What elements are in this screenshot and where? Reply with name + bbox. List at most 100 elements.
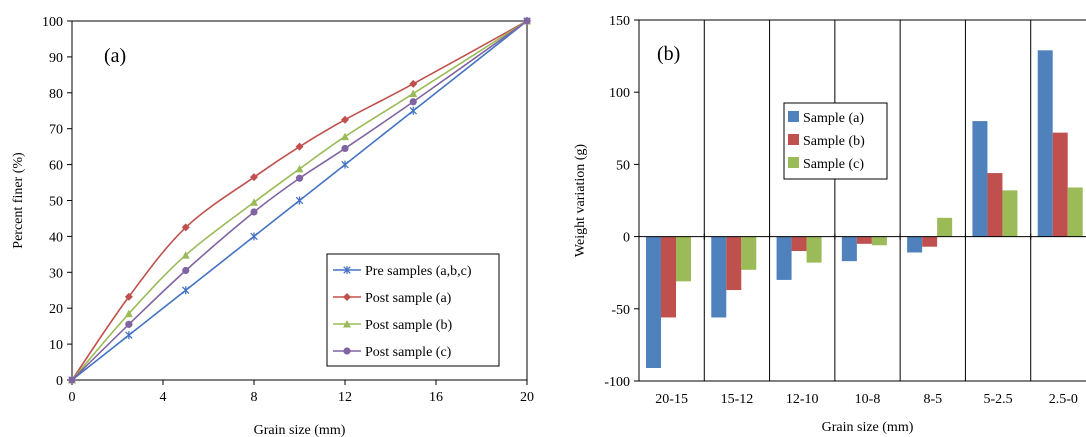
x-tick-label: 8: [251, 390, 258, 405]
legend-label: Sample (a): [803, 111, 864, 126]
y-tick-label: 150: [609, 14, 630, 29]
bar: [922, 236, 938, 247]
legend-marker: [343, 320, 351, 328]
bar: [661, 236, 676, 318]
y-tick-label: 100: [609, 86, 630, 101]
data-point: [409, 98, 417, 106]
bar: [1067, 187, 1083, 237]
bar: [841, 236, 857, 262]
bar: [776, 236, 792, 280]
bar: [676, 236, 691, 282]
x-tick-label: 5-2.5: [983, 392, 1012, 407]
bar: [972, 121, 988, 237]
y-tick-label: 70: [49, 123, 63, 138]
series-line: [71, 20, 528, 381]
bar: [856, 236, 872, 244]
data-point: [295, 164, 304, 173]
legend-swatch: [788, 157, 799, 168]
bar: [806, 236, 822, 263]
data-point: [250, 198, 258, 206]
y-tick-label: 10: [49, 338, 63, 353]
plot-area-frame: [638, 19, 1086, 382]
legend-marker: [343, 266, 351, 274]
data-point: [409, 106, 418, 115]
data-point: [341, 144, 349, 153]
y-tick-label: 40: [49, 230, 63, 245]
legend-label: Pre samples (a,b,c): [365, 264, 472, 279]
x-axis-title: Grain size (mm): [822, 420, 914, 435]
legend-label: Post sample (a): [365, 291, 452, 306]
x-tick-label: 15-12: [721, 392, 754, 407]
y-tick-label: 60: [49, 159, 63, 174]
legend-swatch: [788, 111, 799, 122]
bar: [1052, 132, 1068, 237]
x-tick-label: 20-15: [655, 392, 688, 407]
legend-box: [783, 102, 888, 180]
y-tick-label: 80: [49, 87, 63, 102]
x-tick-label: 2.5-0: [1049, 392, 1078, 407]
y-tick-label: 0: [56, 374, 63, 389]
legend-label: Sample (b): [803, 134, 865, 149]
data-point: [409, 79, 418, 88]
bar: [741, 236, 757, 270]
bar: [987, 173, 1003, 237]
legend-label: Post sample (c): [365, 345, 452, 360]
data-point: [250, 208, 258, 216]
y-tick-label: 0: [623, 231, 630, 246]
data-point: [341, 132, 349, 141]
y-axis-title: Percent finer (%): [11, 152, 26, 249]
y-axis-title: Weight variation (g): [573, 144, 588, 258]
y-tick-label: -50: [611, 303, 630, 318]
x-tick-label: 16: [429, 390, 443, 405]
panel-label: (a): [104, 45, 126, 67]
bar: [1037, 50, 1053, 237]
x-tick-label: 20: [520, 390, 534, 405]
bar: [711, 236, 727, 318]
bar: [646, 236, 661, 369]
y-tick-label: 90: [49, 51, 63, 66]
data-point: [341, 160, 349, 169]
data-point: [295, 142, 304, 151]
x-tick-label: 12-10: [786, 392, 819, 407]
data-point: [125, 320, 133, 328]
legend-label: Sample (c): [803, 157, 864, 172]
data-point: [68, 376, 76, 384]
bar: [726, 236, 742, 291]
y-tick-label: -100: [604, 375, 630, 390]
data-point: [295, 196, 304, 205]
data-point: [124, 292, 133, 301]
legend-label: Post sample (b): [365, 318, 452, 333]
x-tick-label: 0: [69, 390, 76, 405]
data-point: [124, 309, 133, 318]
panel-label: (b): [657, 43, 680, 65]
legend-marker: [343, 293, 351, 301]
legend-box: [326, 253, 500, 367]
y-tick-label: 50: [616, 158, 630, 173]
y-tick-label: 50: [49, 195, 63, 210]
data-point: [125, 331, 133, 340]
chart-b-weight-variation: -100 -50 0 50 100 150 20-15 15-12 12-10 10-8 8-5 5-…: [573, 14, 1086, 435]
data-point: [295, 174, 304, 182]
y-tick-label: 100: [42, 15, 63, 30]
x-axis-title: Grain size (mm): [254, 423, 346, 437]
data-point: [181, 223, 190, 232]
bar: [907, 236, 923, 253]
bar: [871, 236, 887, 246]
y-tick-label: 20: [49, 302, 63, 317]
x-tick-label: 4: [160, 390, 167, 405]
legend-marker: [343, 347, 351, 355]
bar: [1002, 190, 1018, 237]
legend-swatch: [788, 134, 799, 145]
data-point: [182, 266, 190, 275]
bar: [791, 236, 807, 252]
data-point: [181, 251, 190, 259]
x-tick-label: 8-5: [923, 392, 942, 407]
x-tick-label: 10-8: [855, 392, 881, 407]
data-point: [341, 115, 349, 124]
x-tick-label: 12: [338, 390, 352, 405]
data-point: [523, 17, 531, 25]
data-point: [181, 286, 190, 295]
data-point: [250, 173, 258, 182]
bar: [937, 217, 953, 237]
